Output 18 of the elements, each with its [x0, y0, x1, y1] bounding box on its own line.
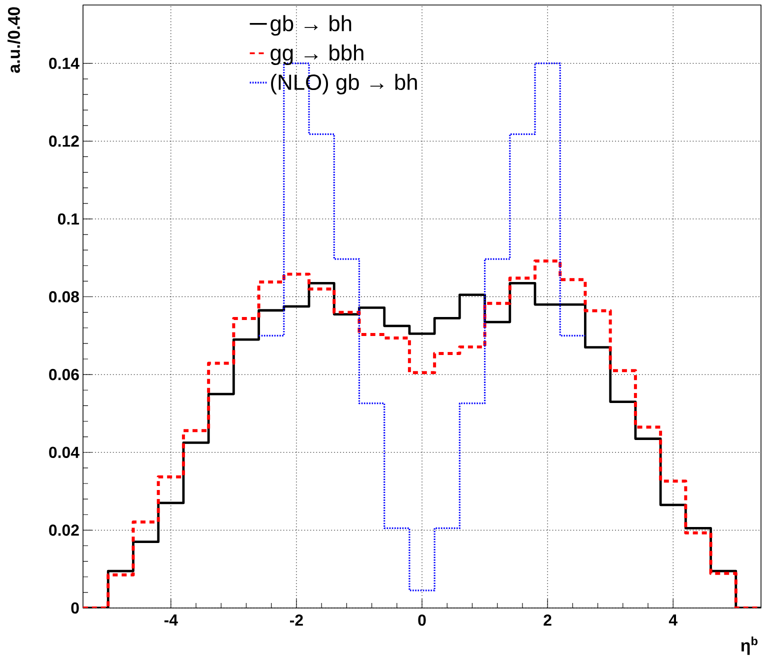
- x-tick-label: -4: [164, 614, 178, 626]
- y-tick-label: 0.08: [49, 291, 79, 302]
- x-tick-label: 2: [544, 614, 552, 626]
- x-tick-label: -2: [290, 614, 303, 626]
- x-tick-label: 4: [668, 614, 678, 626]
- y-tick-label: 0.1: [58, 213, 80, 225]
- y-axis-title: a.u./0.40: [8, 7, 20, 73]
- x-axis-title: η$^{b}$: [741, 636, 758, 655]
- y-tick-label: 0: [71, 602, 79, 614]
- y-tick-label: 0.04: [49, 446, 80, 458]
- legend-label: gb → bh: [270, 15, 352, 36]
- y-tick-label: 0.14: [49, 58, 80, 69]
- y-tick-label: 0.06: [49, 368, 79, 380]
- legend-label: gg → bbh: [270, 44, 364, 65]
- x-tick-label: 0: [418, 614, 426, 626]
- y-tick-label: 0.12: [49, 136, 79, 147]
- y-tick-label: 0.02: [49, 524, 79, 536]
- legend-label: (NLO) gb → bh: [271, 74, 417, 94]
